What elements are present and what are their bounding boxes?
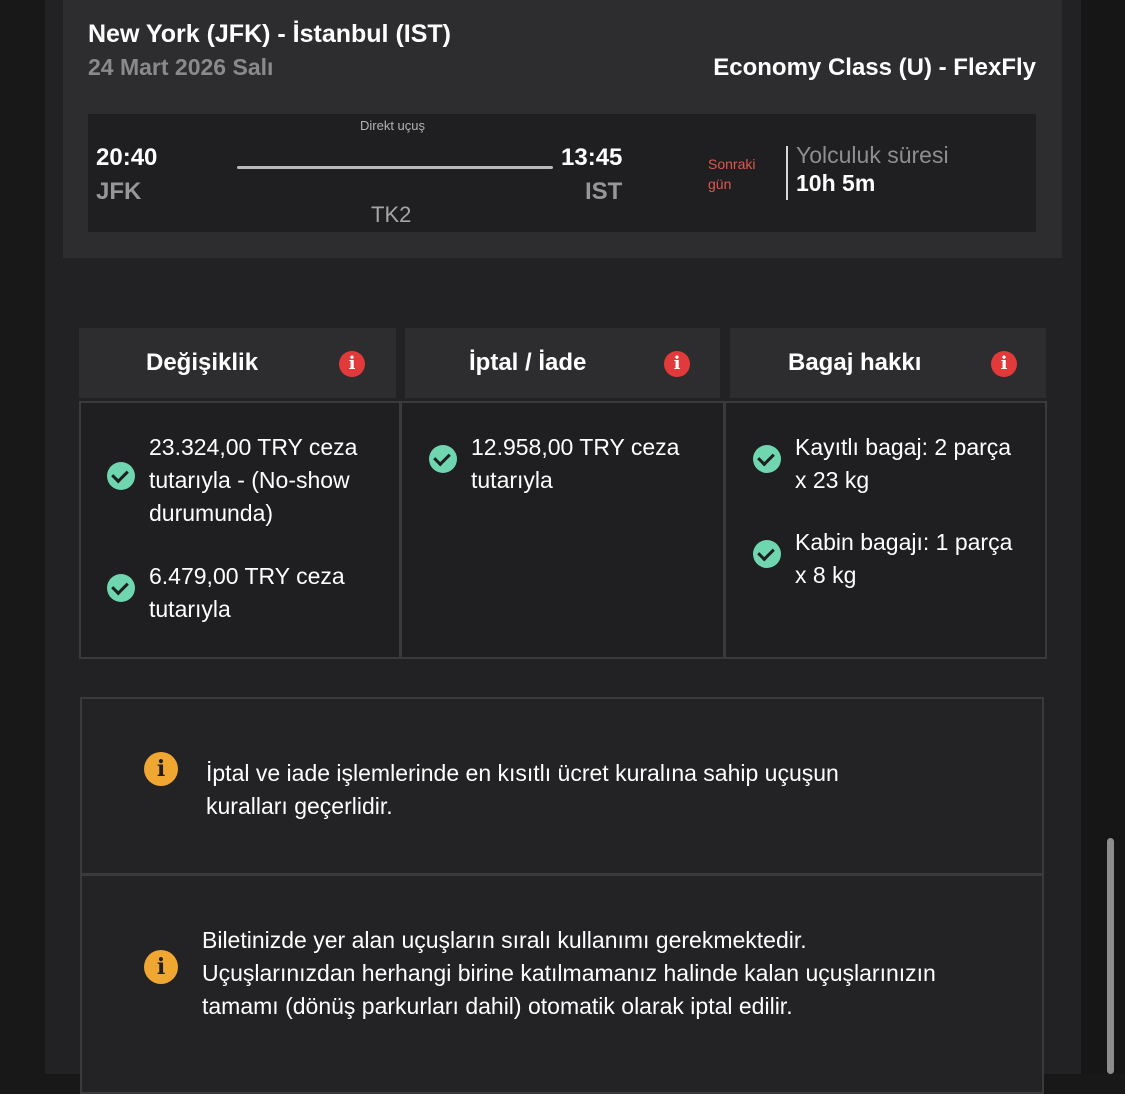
- rule-item: 6.479,00 TRY ceza tutarıyla: [149, 563, 345, 622]
- info-icon[interactable]: i: [991, 351, 1017, 377]
- rule-body-baggage: Kayıtlı bagaj: 2 parça x 23 kg Kabin bag…: [724, 401, 1047, 659]
- notice-sequential-use: i Biletinizde yer alan uçuşların sıralı …: [80, 874, 1044, 1094]
- rule-title: İptal / İade: [469, 349, 587, 376]
- cabin-class: Economy Class (U) - FlexFly: [713, 54, 1036, 81]
- flight-timeline: 20:40 JFK Direkt uçuş TK2 13:45 IST Sonr…: [88, 114, 1036, 232]
- duration-divider: [786, 146, 788, 200]
- notice-text: Biletinizde yer alan uçuşların sıralı ku…: [202, 927, 936, 1019]
- rule-header-change: Değişiklik i: [79, 328, 396, 398]
- flight-summary-card: New York (JFK) - İstanbul (IST) 24 Mart …: [63, 0, 1062, 258]
- duration-label: Yolculuk süresi: [796, 142, 949, 168]
- arrival-airport: IST: [585, 178, 623, 205]
- check-icon: [107, 574, 135, 602]
- rule-item: 23.324,00 TRY ceza tutarıyla - (No-show …: [149, 434, 358, 526]
- rule-title: Değişiklik: [146, 349, 259, 376]
- rule-body-cancel: 12.958,00 TRY ceza tutarıyla: [400, 401, 725, 659]
- info-icon[interactable]: i: [664, 351, 690, 377]
- info-icon[interactable]: i: [339, 351, 365, 377]
- warning-info-icon: i: [144, 752, 178, 786]
- rule-header-baggage: Bagaj hakkı i: [730, 328, 1046, 398]
- flight-path-line: [237, 166, 553, 169]
- window-edge: [1081, 0, 1125, 1074]
- rule-title: Bagaj hakkı: [788, 349, 922, 376]
- route-title: New York (JFK) - İstanbul (IST): [88, 20, 451, 48]
- flight-number: TK2: [371, 202, 412, 227]
- check-icon: [753, 540, 781, 568]
- flight-date: 24 Mart 2026 Salı: [88, 54, 274, 80]
- check-icon: [429, 445, 457, 473]
- rule-item: Kabin bagajı: 1 parça x 8 kg: [795, 529, 1013, 588]
- next-day-label: Sonraki gün: [708, 156, 756, 192]
- departure-time: 20:40: [96, 144, 158, 171]
- check-icon: [753, 445, 781, 473]
- direct-flight-label: Direkt uçuş: [360, 118, 426, 133]
- arrival-time: 13:45: [561, 144, 623, 171]
- rule-header-cancel: İptal / İade i: [405, 328, 720, 398]
- scrollbar[interactable]: [1107, 838, 1114, 1074]
- departure-airport: JFK: [96, 178, 142, 205]
- rule-body-change: 23.324,00 TRY ceza tutarıyla - (No-show …: [79, 401, 401, 659]
- notice-refund-rule: i İptal ve iade işlemlerinde en kısıtlı …: [80, 697, 1044, 875]
- notice-text: İptal ve iade işlemlerinde en kısıtlı üc…: [206, 760, 839, 819]
- rule-item: 12.958,00 TRY ceza tutarıyla: [471, 434, 680, 493]
- rule-item: Kayıtlı bagaj: 2 parça x 23 kg: [795, 434, 1012, 493]
- duration-value: 10h 5m: [796, 170, 876, 196]
- check-icon: [107, 462, 135, 490]
- warning-info-icon: i: [144, 950, 178, 984]
